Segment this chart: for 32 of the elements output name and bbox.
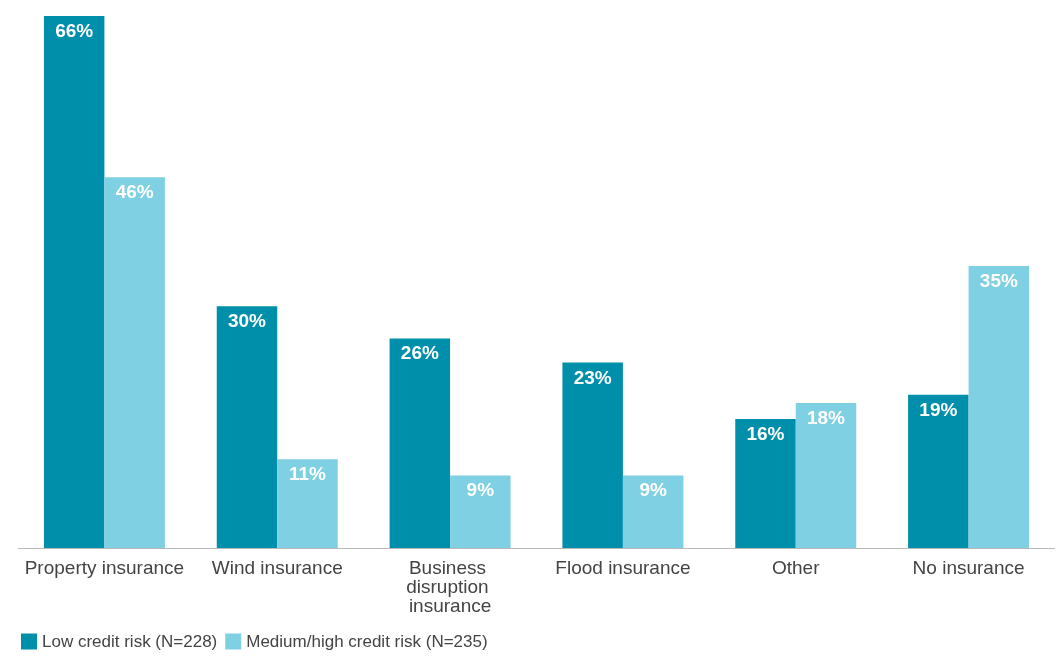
bar (795, 402, 857, 548)
data-label: 11% (289, 463, 327, 485)
bar (104, 177, 165, 548)
data-label: 9% (466, 479, 495, 501)
bar (216, 306, 278, 548)
data-label: 19% (919, 398, 958, 420)
data-label: 16% (746, 423, 785, 445)
data-label: 9% (639, 479, 667, 501)
data-label: 35% (979, 269, 1018, 291)
bar (43, 16, 105, 548)
legend-label: Low credit risk (N=228) (42, 632, 218, 651)
data-label: 18% (806, 406, 846, 428)
x-tick-label: Business disruption insurance (406, 557, 494, 616)
data-label: 26% (400, 342, 439, 364)
bar (277, 459, 338, 548)
bar (450, 475, 511, 548)
data-label: 23% (573, 366, 612, 388)
bar (968, 265, 1030, 548)
data-label: 66% (55, 20, 94, 41)
bar (562, 362, 623, 548)
x-tick-label: Property insurance (24, 557, 185, 578)
bar (735, 419, 796, 548)
bar (622, 475, 684, 548)
x-tick-label: Flood insurance (555, 557, 691, 578)
bar (908, 394, 969, 548)
x-tick-label: Wind insurance (211, 557, 343, 578)
data-label: 46% (115, 181, 154, 203)
legend-label: Medium/high credit risk (N=235) (246, 632, 488, 651)
x-tick-label: No insurance (912, 557, 1025, 578)
bar (389, 338, 451, 548)
x-tick-label: Other (771, 557, 821, 578)
data-label: 30% (227, 310, 267, 332)
